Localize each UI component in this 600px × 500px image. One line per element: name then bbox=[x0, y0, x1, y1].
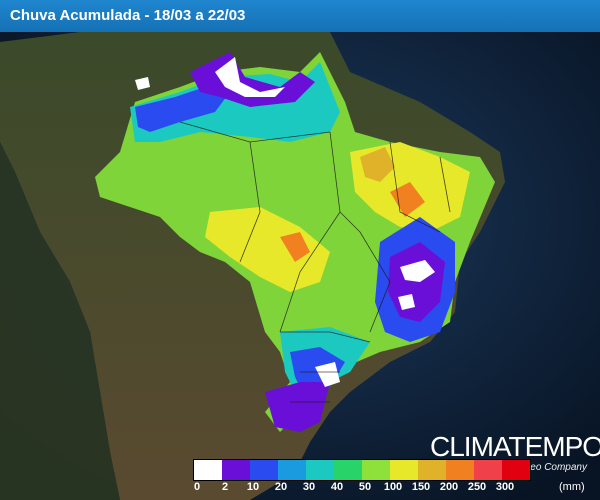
logo-name: CLIMATEMPO bbox=[430, 431, 600, 462]
legend-tick-label: 30 bbox=[302, 481, 316, 493]
rain-legend: 0 2 10 20 30 40 50 100 150 200 250 300 (mm) bbox=[193, 459, 593, 497]
rain-area-orange-center bbox=[280, 232, 310, 262]
rain-area-white-south bbox=[315, 362, 340, 387]
legend-tick-label: 100 bbox=[383, 481, 403, 493]
logo-tagline: A StormGeo Company bbox=[486, 462, 587, 473]
legend-swatch bbox=[474, 460, 502, 480]
rain-area-orange-ne bbox=[360, 147, 395, 182]
brazil-rain-field bbox=[95, 52, 495, 432]
legend-tick-label: 10 bbox=[246, 481, 260, 493]
legend-tick-label: 20 bbox=[274, 481, 288, 493]
legend-tick-label: 40 bbox=[330, 481, 344, 493]
rain-area-white-se2 bbox=[398, 294, 415, 310]
climatempo-logo: CLIMATEMPO A StormGeo Company bbox=[430, 431, 600, 482]
rain-area-white-se bbox=[400, 260, 435, 282]
rain-area-blue-nw bbox=[135, 87, 230, 132]
legend-swatch bbox=[306, 460, 334, 480]
legend-swatch bbox=[502, 460, 530, 480]
legend-swatch bbox=[446, 460, 474, 480]
legend-swatch bbox=[390, 460, 418, 480]
rain-area-yellow-center bbox=[205, 207, 330, 292]
rain-map: CLIMATEMPO A StormGeo Company bbox=[0, 32, 600, 500]
legend-tick-labels: 0 2 10 20 30 40 50 100 150 200 250 300 bbox=[193, 481, 593, 495]
legend-tick-label: 200 bbox=[439, 481, 459, 493]
rain-area-purple-nw bbox=[190, 52, 315, 107]
legend-unit: (mm) bbox=[559, 481, 585, 493]
legend-tick-label: 50 bbox=[358, 481, 372, 493]
legend-tick-label: 2 bbox=[221, 481, 229, 493]
legend-tick-label: 150 bbox=[411, 481, 431, 493]
legend-color-bar bbox=[193, 459, 531, 481]
map-canvas bbox=[0, 32, 600, 500]
legend-swatch bbox=[278, 460, 306, 480]
legend-swatch bbox=[362, 460, 390, 480]
rain-area-purple-south bbox=[265, 382, 330, 432]
legend-swatch bbox=[222, 460, 250, 480]
legend-swatch bbox=[250, 460, 278, 480]
legend-tick-label: 0 bbox=[193, 481, 201, 493]
rain-area-orange-ne2 bbox=[390, 182, 425, 217]
legend-swatch bbox=[418, 460, 446, 480]
legend-swatch bbox=[194, 460, 222, 480]
legend-tick-label: 300 bbox=[495, 481, 515, 493]
andes-region bbox=[0, 142, 120, 500]
page-title: Chuva Acumulada - 18/03 a 22/03 bbox=[0, 0, 600, 32]
legend-tick-label: 250 bbox=[467, 481, 487, 493]
state-borders bbox=[179, 121, 451, 403]
rain-area-white-nw2 bbox=[135, 77, 150, 90]
rain-area-white-nw bbox=[215, 57, 285, 97]
legend-swatch bbox=[334, 460, 362, 480]
